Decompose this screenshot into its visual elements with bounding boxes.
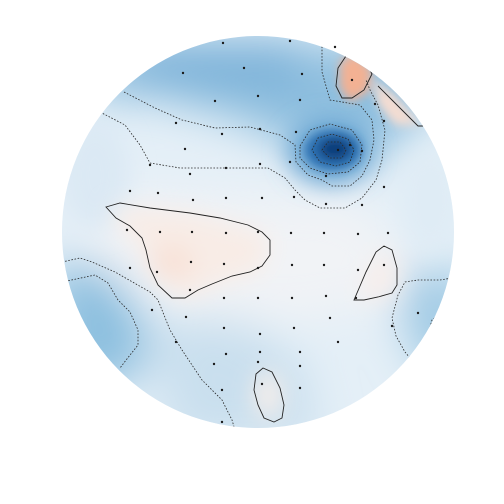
sensor bbox=[292, 326, 296, 330]
sensor bbox=[221, 41, 225, 45]
sensor bbox=[324, 294, 328, 298]
sensor bbox=[356, 232, 360, 236]
sensor bbox=[256, 266, 260, 270]
sensor bbox=[125, 228, 129, 232]
sensor bbox=[224, 352, 228, 356]
sensor bbox=[155, 270, 159, 274]
sensor bbox=[258, 162, 262, 166]
sensor bbox=[190, 230, 194, 234]
sensor bbox=[174, 121, 178, 125]
sensor bbox=[222, 262, 226, 266]
contour-negative-1 bbox=[123, 40, 375, 187]
sensor bbox=[300, 72, 304, 76]
sensor bbox=[212, 362, 216, 366]
sensor bbox=[290, 296, 294, 300]
sensor bbox=[382, 185, 386, 189]
contour-positive-right bbox=[353, 245, 398, 301]
sensor bbox=[220, 388, 224, 392]
sensor bbox=[256, 94, 260, 98]
sensor bbox=[224, 196, 228, 200]
sensor bbox=[390, 324, 394, 328]
sensor bbox=[128, 189, 132, 193]
sensor bbox=[156, 191, 160, 195]
sensor bbox=[328, 316, 332, 320]
sensor bbox=[260, 382, 264, 386]
sensor bbox=[333, 45, 337, 49]
sensor bbox=[298, 98, 302, 102]
contour-negative-2 bbox=[99, 79, 386, 209]
sensor-dots bbox=[125, 39, 420, 424]
sensor bbox=[382, 119, 386, 123]
sensor bbox=[258, 350, 262, 354]
sensor bbox=[386, 231, 390, 235]
sensor bbox=[188, 288, 192, 292]
sensor bbox=[324, 202, 328, 206]
sensor bbox=[354, 296, 358, 300]
contour-positive-top-right bbox=[377, 85, 432, 127]
sensor bbox=[222, 326, 226, 330]
sensor bbox=[128, 266, 132, 270]
sensor bbox=[181, 71, 185, 75]
sensor bbox=[322, 231, 326, 235]
sensor bbox=[322, 263, 326, 267]
sensor bbox=[148, 163, 152, 167]
sensor bbox=[290, 263, 294, 267]
sensor bbox=[189, 260, 193, 264]
contour-positive-bottom bbox=[253, 367, 285, 423]
sensor bbox=[220, 132, 224, 136]
sensor bbox=[348, 143, 352, 147]
sensor bbox=[356, 268, 360, 272]
sensor bbox=[298, 386, 302, 390]
sensor bbox=[256, 230, 260, 234]
sensor bbox=[242, 66, 246, 70]
sensor bbox=[184, 315, 188, 319]
sensor bbox=[213, 99, 217, 103]
sensor bbox=[292, 195, 296, 199]
contour-right-lobe bbox=[391, 274, 454, 365]
sensor bbox=[260, 196, 264, 200]
sensor bbox=[220, 420, 224, 424]
sensor bbox=[288, 160, 292, 164]
sensor bbox=[360, 149, 364, 153]
contour-focus-1 bbox=[299, 123, 363, 175]
sensor bbox=[222, 296, 226, 300]
scalp-field bbox=[62, 36, 454, 428]
sensor bbox=[360, 203, 364, 207]
sensor bbox=[256, 360, 260, 364]
sensor bbox=[183, 147, 187, 151]
sensor bbox=[324, 174, 328, 178]
sensor bbox=[224, 231, 228, 235]
sensor bbox=[350, 78, 354, 82]
sensor bbox=[289, 231, 293, 235]
sensor bbox=[150, 308, 154, 312]
sensor bbox=[258, 127, 262, 131]
sensor bbox=[298, 364, 302, 368]
sensor bbox=[188, 172, 192, 176]
sensor bbox=[336, 340, 340, 344]
sensor bbox=[191, 198, 195, 202]
sensor bbox=[174, 340, 178, 344]
sensor bbox=[258, 332, 262, 336]
sensor bbox=[298, 350, 302, 354]
sensor bbox=[373, 102, 377, 106]
sensor bbox=[336, 148, 340, 152]
contour-focus-3 bbox=[321, 141, 347, 159]
contour-left-lobe-inner bbox=[62, 274, 139, 369]
sensor bbox=[382, 263, 386, 267]
sensor bbox=[256, 296, 260, 300]
contour-left-lobe bbox=[62, 257, 239, 428]
sensor bbox=[416, 311, 420, 315]
sensor bbox=[224, 166, 228, 170]
contour-positive-central bbox=[105, 202, 271, 299]
sensor bbox=[158, 230, 162, 234]
sensor bbox=[288, 39, 292, 43]
sensor bbox=[294, 130, 298, 134]
